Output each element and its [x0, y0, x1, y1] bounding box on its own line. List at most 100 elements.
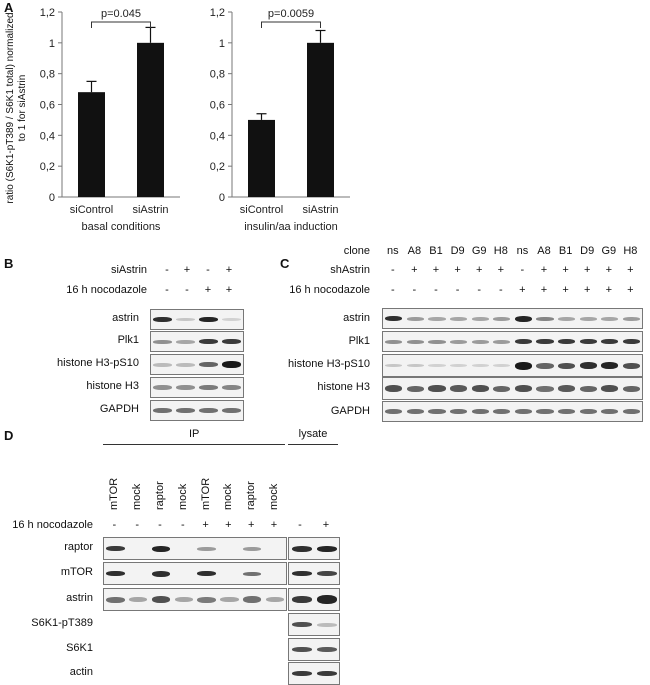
lane-sign: - — [158, 519, 162, 531]
blot-d-ip — [103, 537, 288, 560]
lane-sign: + — [583, 284, 591, 296]
y-tick-label: 1 — [49, 38, 55, 50]
lane-sign: + — [202, 519, 209, 531]
band — [428, 385, 446, 392]
blot-d-lysate — [288, 662, 340, 685]
band — [579, 339, 597, 344]
band — [199, 339, 218, 344]
band — [265, 597, 285, 602]
band — [471, 385, 489, 392]
blot-b — [150, 377, 244, 398]
bar — [78, 92, 105, 197]
band — [449, 339, 468, 344]
condition-label: shAstrin — [330, 264, 370, 276]
clone-name: H8 — [493, 245, 508, 257]
blot-label: Plk1 — [348, 335, 370, 347]
band — [406, 385, 425, 392]
band — [153, 408, 172, 413]
lane-sign: - — [477, 284, 482, 296]
band — [291, 545, 312, 552]
band — [622, 409, 641, 414]
clone-name: A8 — [407, 245, 422, 257]
band — [151, 596, 171, 603]
bar — [307, 42, 334, 198]
x-tick-label: siAstrin — [302, 204, 338, 216]
y-tick-label: 0,4 — [210, 130, 225, 142]
band — [176, 318, 195, 321]
band — [471, 339, 489, 344]
band — [222, 385, 241, 390]
ip-label: IP — [188, 428, 200, 440]
lane-sign: - — [390, 264, 395, 276]
band — [557, 339, 576, 344]
band — [601, 316, 619, 321]
blot-label: histone H3-pS10 — [288, 358, 370, 370]
lane-sign: - — [520, 264, 525, 276]
lane-sign: - — [206, 264, 210, 276]
significance-bracket — [91, 21, 151, 28]
band — [153, 385, 172, 390]
lane-sign: - — [412, 284, 417, 296]
blot-c — [382, 308, 644, 329]
band — [514, 361, 533, 370]
band — [514, 339, 533, 344]
panel-a-label: A — [4, 0, 14, 15]
lane-sign: - — [112, 519, 117, 531]
band — [316, 647, 337, 652]
lane-sign: - — [434, 284, 438, 296]
band — [316, 622, 337, 627]
blot-d-lysate — [288, 638, 340, 661]
band — [557, 385, 576, 392]
band — [514, 409, 533, 414]
band — [536, 316, 554, 321]
lane-sign: - — [135, 519, 140, 531]
blot-label: S6K1 — [66, 642, 93, 654]
band — [316, 571, 337, 576]
lane-label: mock — [268, 483, 280, 510]
band — [291, 671, 312, 676]
band — [153, 362, 172, 367]
band — [557, 316, 576, 321]
band — [579, 362, 597, 369]
lane-sign: - — [165, 264, 169, 276]
p-value-label: p=0.0059 — [268, 8, 314, 20]
band — [106, 546, 125, 551]
blot-d-lysate — [288, 562, 340, 585]
band — [601, 385, 619, 392]
band — [493, 339, 511, 344]
blot-b — [150, 331, 244, 352]
band — [291, 596, 312, 603]
lane-sign: + — [540, 284, 548, 296]
band — [151, 570, 171, 577]
band — [536, 385, 554, 392]
lane-sign: + — [540, 264, 548, 276]
lane-sign: + — [497, 264, 505, 276]
blot-c — [382, 401, 644, 422]
lane-sign: - — [165, 284, 169, 296]
lane-sign: + — [583, 264, 591, 276]
blot-b — [150, 354, 244, 375]
band — [199, 317, 218, 322]
clone-name: B1 — [558, 245, 573, 257]
band — [514, 315, 533, 322]
band — [291, 647, 312, 652]
y-tick-label: 0,2 — [40, 161, 55, 173]
clone-name: ns — [386, 245, 399, 257]
band — [622, 339, 641, 344]
lane-label: mock — [222, 483, 235, 510]
band — [385, 385, 403, 392]
lane-sign: + — [627, 284, 634, 296]
x-tick-label: siControl — [70, 204, 113, 216]
band — [406, 316, 425, 321]
y-tick-label: 0,2 — [210, 161, 225, 173]
lane-sign: - — [455, 284, 460, 296]
lane-sign: + — [605, 264, 613, 276]
clone-name: D9 — [580, 245, 595, 257]
lane-sign: - — [185, 284, 189, 296]
band — [428, 364, 446, 367]
band — [197, 546, 216, 551]
band — [385, 409, 403, 414]
x-tick-label: siAstrin — [132, 204, 168, 216]
band — [579, 385, 597, 392]
band — [316, 595, 337, 604]
